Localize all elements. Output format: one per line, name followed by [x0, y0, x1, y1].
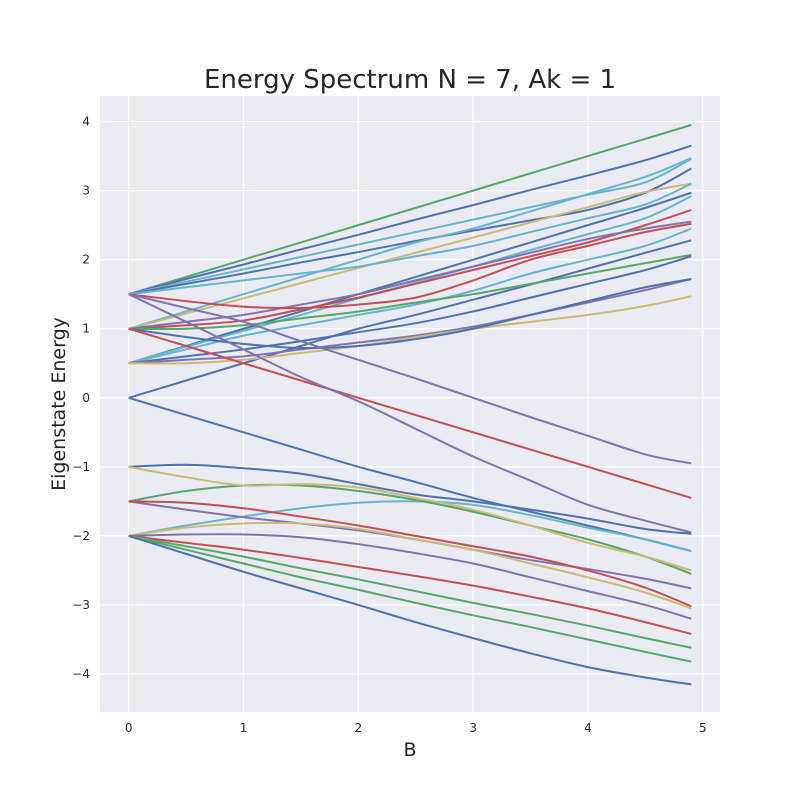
energy-level-line-26 — [128, 483, 692, 575]
y-tick-label: 0 — [82, 391, 90, 405]
y-tick-labels: −4 −3 −2 −1 0 1 2 3 4 — [72, 115, 90, 681]
energy-level-line-24 — [128, 500, 692, 553]
x-tick-labels: 0 1 2 3 4 5 — [125, 721, 707, 735]
energy-level-line-27 — [128, 465, 692, 572]
y-tick-label: 1 — [82, 322, 90, 336]
energy-level-line-9 — [128, 195, 692, 365]
y-axis-label: Eigenstate Energy — [48, 317, 70, 491]
energy-level-line-23 — [128, 293, 692, 534]
energy-level-line-8 — [128, 191, 692, 365]
chart-title: Energy Spectrum N = 7, Ak = 1 — [204, 65, 616, 95]
energy-level-line-31 — [128, 533, 692, 620]
y-tick-label: 4 — [82, 115, 90, 129]
energy-level-line-16 — [128, 255, 692, 365]
y-tick-label: 3 — [82, 184, 90, 198]
energy-level-line-2 — [128, 144, 692, 296]
x-tick-label: 5 — [699, 721, 707, 735]
energy-level-line-12 — [128, 222, 692, 310]
x-axis-label: B — [403, 739, 416, 761]
energy-level-line-35 — [128, 534, 692, 686]
energy-level-line-21 — [128, 327, 692, 499]
energy-level-line-18 — [128, 295, 692, 365]
energy-level-line-6 — [128, 182, 692, 330]
energy-level-line-14 — [128, 239, 692, 399]
x-tick-label: 4 — [584, 721, 592, 735]
y-tick-label: −1 — [72, 460, 90, 474]
energy-level-line-33 — [128, 534, 692, 649]
series-lines — [128, 124, 692, 686]
energy-level-line-1 — [128, 124, 692, 296]
energy-level-line-15 — [128, 253, 692, 330]
energy-level-line-32 — [128, 534, 692, 635]
energy-level-line-13 — [128, 227, 692, 365]
energy-level-line-20 — [128, 293, 692, 465]
x-tick-label: 0 — [125, 721, 133, 735]
grid-lines — [100, 96, 720, 712]
energy-level-line-25 — [128, 463, 692, 535]
x-tick-label: 1 — [240, 721, 248, 735]
x-tick-label: 2 — [355, 721, 363, 735]
y-tick-label: 2 — [82, 253, 90, 267]
y-tick-label: −3 — [72, 598, 90, 612]
y-tick-label: −4 — [72, 667, 90, 681]
energy-level-line-7 — [128, 182, 692, 296]
y-tick-label: −2 — [72, 529, 90, 543]
x-tick-label: 3 — [469, 721, 477, 735]
energy-level-line-22 — [128, 396, 692, 553]
energy-level-line-34 — [128, 534, 692, 663]
energy-level-line-5 — [128, 157, 692, 330]
energy-level-line-30 — [128, 521, 692, 610]
energy-level-line-10 — [128, 209, 692, 330]
energy-level-line-4 — [128, 167, 692, 296]
energy-level-line-3 — [128, 157, 692, 296]
energy-level-line-29 — [128, 500, 692, 608]
